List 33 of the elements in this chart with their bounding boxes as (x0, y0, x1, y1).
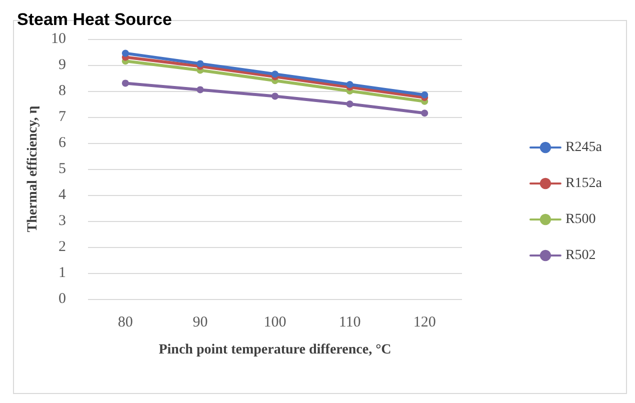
y-axis-title: Thermal efficiency, η (26, 106, 40, 232)
x-tick-label: 80 (118, 314, 133, 330)
point (196, 60, 204, 68)
x-tick-label: 90 (192, 314, 208, 330)
point (421, 91, 428, 98)
y-tick-label: 3 (58, 213, 66, 229)
point (196, 86, 204, 94)
legend-label: R500 (565, 212, 596, 227)
x-tick-label: 100 (264, 314, 286, 330)
y-tick-label: 2 (58, 239, 66, 255)
point (272, 92, 278, 100)
y-tick-label: 4 (58, 187, 66, 203)
y-tick-label: 7 (58, 109, 66, 125)
point (122, 80, 129, 87)
legend-label: R245a (565, 140, 603, 155)
y-tick-label: 9 (58, 57, 66, 73)
x-tick-label: 120 (413, 314, 436, 330)
y-tick-label: 8 (58, 83, 66, 99)
x-axis-title: Pinch point temperature difference, °C (158, 342, 392, 358)
legend-label: R502 (565, 248, 596, 263)
legend-label: R152a (565, 176, 603, 191)
chart-title: Steam Heat Source (17, 10, 172, 29)
point (122, 50, 129, 57)
point (421, 110, 428, 117)
y-tick-label: 0 (58, 291, 66, 307)
point (346, 81, 354, 88)
y-tick-label: 1 (58, 265, 66, 281)
point (346, 100, 354, 108)
point (272, 70, 278, 78)
y-tick-label: 10 (51, 31, 66, 47)
x-tick-label: 110 (338, 314, 361, 330)
y-tick-label: 5 (58, 161, 66, 177)
y-tick-label: 6 (58, 135, 66, 151)
